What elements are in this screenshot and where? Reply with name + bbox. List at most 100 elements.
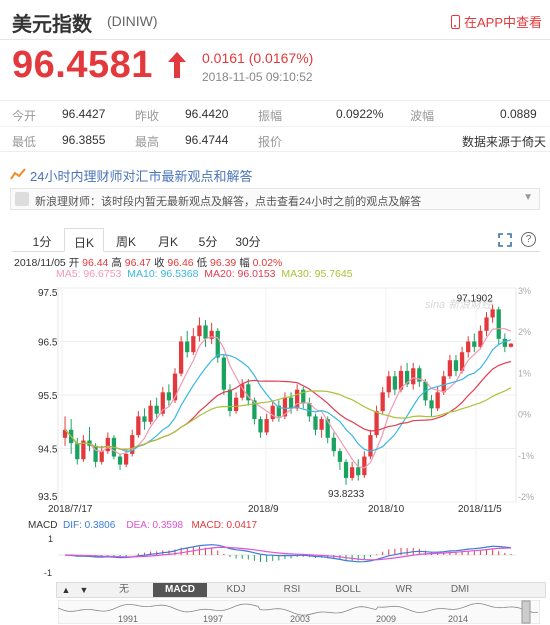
candle-body	[252, 400, 257, 420]
candle-body	[356, 467, 361, 476]
fullscreen-icon[interactable]	[498, 233, 512, 247]
ma5-line	[64, 328, 512, 469]
candle-body	[172, 373, 178, 401]
stat-label: 最高	[135, 135, 160, 149]
tab-daily-k[interactable]: 日K	[64, 228, 104, 252]
candle-body	[404, 370, 410, 385]
open-label: 开	[68, 257, 80, 269]
scroll-up-button[interactable]: ▲	[61, 585, 71, 595]
candle-body	[490, 309, 495, 318]
indicator-tab-rsi[interactable]: RSI	[283, 584, 301, 595]
candle-body	[178, 341, 184, 374]
indicator-tab-kdj[interactable]: KDJ	[226, 584, 246, 595]
navigator-handle	[521, 600, 531, 624]
price-change: 0.0161 (0.0167%)	[202, 50, 314, 66]
candle-body	[197, 325, 202, 337]
scroll-down-button[interactable]: ▼	[79, 585, 89, 595]
up-arrow-icon	[168, 52, 186, 78]
open-in-app-link[interactable]: 在APP中查看	[450, 12, 542, 31]
range-navigator[interactable]: 1991 1997 2003 2009 2014	[58, 600, 540, 624]
symbol-code: (DINIW)	[107, 13, 158, 29]
open-in-app-label: 在APP中查看	[463, 15, 542, 30]
candle-body	[380, 392, 385, 412]
indicator-tab-macd[interactable]: MACD	[153, 583, 207, 597]
candle-body	[484, 317, 489, 331]
candle-body	[472, 341, 477, 347]
candle-body	[209, 330, 214, 339]
macd-title: MACD	[28, 520, 58, 531]
indicator-tab-dmi[interactable]: DMI	[450, 584, 470, 595]
candle-body	[349, 467, 355, 478]
stat-label: 报价	[258, 135, 283, 149]
y-tick-label: 95.5	[38, 391, 58, 402]
dif-line	[65, 544, 511, 563]
phone-icon	[450, 14, 460, 29]
open-value: 96.44	[82, 257, 109, 269]
candle-body	[123, 453, 129, 465]
candle-body	[435, 392, 440, 409]
candle-body	[75, 443, 80, 460]
macd-legend: MACD DIF: 0.3806 DEA: 0.3598 MACD: 0.041…	[28, 520, 257, 531]
candle-body	[331, 437, 336, 452]
stat-label: 昨收	[135, 109, 160, 123]
candle-body	[276, 405, 281, 417]
candle-body	[319, 419, 324, 430]
candle-body	[368, 435, 373, 457]
chevron-down-icon[interactable]: ▼	[523, 192, 533, 203]
bar-info: 2018/11/05 开 96.44 高 96.47 收 96.46 低 96.…	[14, 255, 282, 270]
candle-body	[295, 389, 300, 409]
stat-label: 最低	[12, 135, 37, 149]
current-price: 96.4581	[12, 44, 153, 86]
low-value: 96.39	[210, 257, 237, 269]
candle-body	[447, 360, 453, 377]
indicator-tab-wr[interactable]: WR	[395, 584, 413, 595]
stat-value: 96.4420	[185, 107, 229, 121]
bar-date: 2018/11/05	[14, 257, 66, 269]
tab-weekly-k[interactable]: 周K	[115, 235, 136, 249]
stat-label: 振幅	[258, 109, 283, 123]
help-icon[interactable]: ?	[521, 232, 536, 247]
candle-body	[429, 400, 434, 409]
x-tick-label: 2018/9	[248, 504, 279, 515]
candle-body	[203, 325, 208, 339]
candle-body	[411, 368, 416, 385]
max-price-annotation: 97.1902	[457, 294, 494, 305]
kline-chart[interactable]: 97.5 96.5 95.5 94.5 93.5 3% 2% 1% 0% -1% -2% 2018/7…	[0, 280, 550, 580]
candle-body	[227, 389, 233, 412]
candle-body	[288, 397, 294, 409]
y-tick-label: 94.5	[38, 445, 58, 456]
advisor-avatar	[15, 192, 29, 206]
navigator-year-label: 1991	[118, 614, 138, 624]
tab-1min[interactable]: 1分	[32, 235, 52, 249]
candle-body	[258, 419, 263, 433]
navigator-line	[58, 603, 539, 616]
indicator-tabs: ▲ ▼ 无 MACD KDJ RSI BOLL WR DMI	[56, 582, 546, 598]
news-headline-text: 24小时内理财师对汇市最新观点和解答	[30, 169, 253, 184]
news-item[interactable]: 新浪理财师：该时段内暂无最新观点及解答，点击查看24小时之前的观点及解答 ▼	[10, 188, 540, 210]
stat-label: 今开	[12, 109, 37, 123]
tab-30min[interactable]: 30分	[235, 235, 261, 249]
ma20-label: MA20: 96.0153	[204, 268, 276, 280]
candle-body	[508, 343, 514, 347]
stat-value: 0.0889	[500, 107, 537, 121]
candle-body	[215, 330, 220, 358]
candle-body	[386, 376, 391, 393]
candle-body	[374, 411, 379, 436]
stat-label: 波幅	[410, 109, 435, 123]
indicator-tab-boll[interactable]: BOLL	[335, 584, 361, 595]
low-label: 低	[196, 257, 208, 269]
candle-body	[337, 451, 343, 462]
tab-5min[interactable]: 5分	[198, 235, 218, 249]
high-value: 96.47	[124, 257, 152, 269]
macd-tick-label: -1	[44, 568, 52, 578]
candle-body	[81, 440, 86, 460]
tab-monthly-k[interactable]: 月K	[157, 235, 178, 249]
candle-body	[117, 456, 123, 465]
indicator-tab-none[interactable]: 无	[119, 584, 129, 595]
candle-body	[93, 445, 98, 462]
candle-body	[62, 429, 68, 438]
range-value: 0.02%	[252, 257, 283, 269]
candle-body	[478, 330, 483, 347]
advisor-news: 24小时内理财师对汇市最新观点和解答 新浪理财师：该时段内暂无最新观点及解答，点…	[10, 166, 540, 214]
macd-tick-label: 1	[48, 534, 53, 544]
